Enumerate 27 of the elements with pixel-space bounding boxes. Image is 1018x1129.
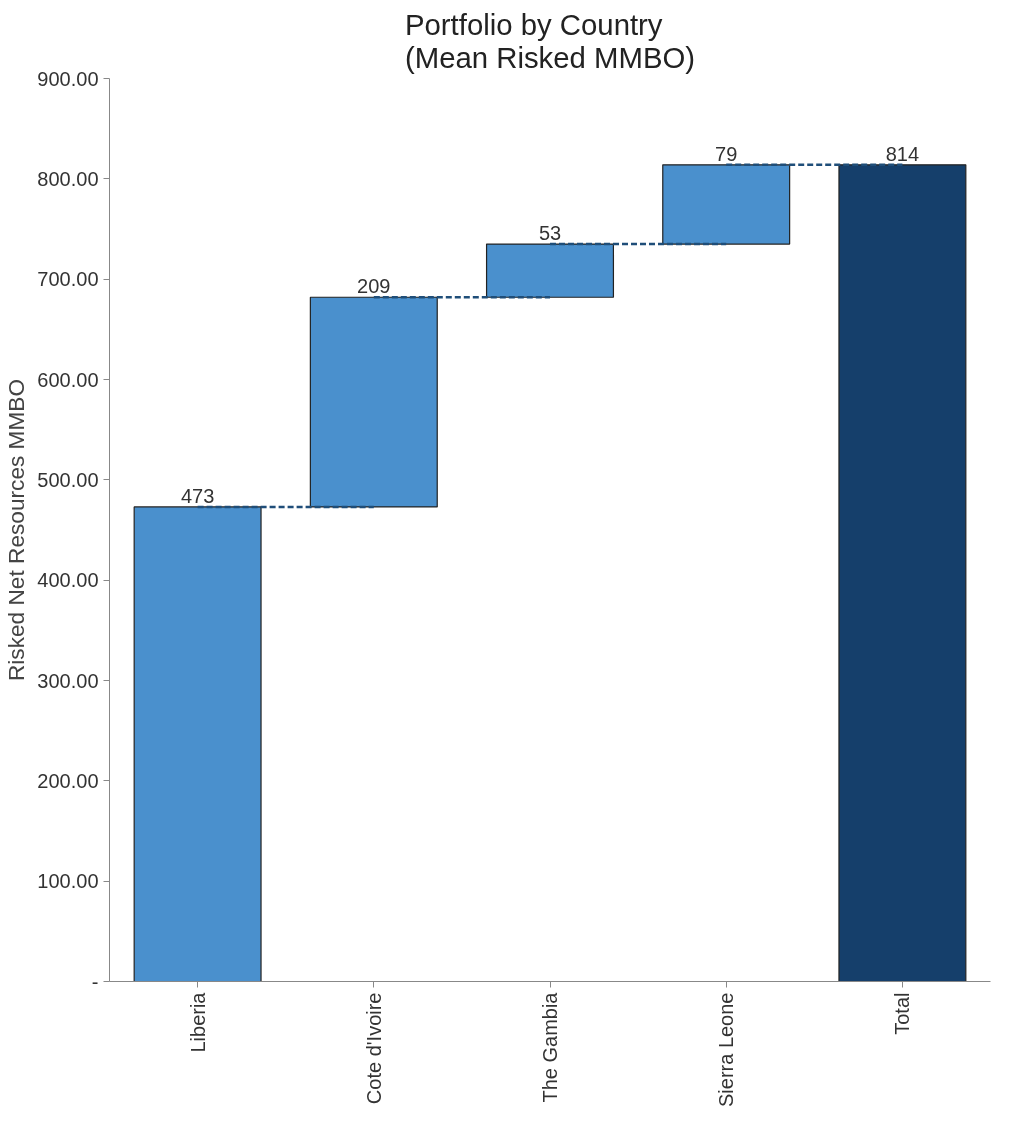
y-tick-label: 400.00 <box>37 569 99 592</box>
x-tick-label: Liberia <box>186 991 209 1053</box>
y-tick-label: 300.00 <box>37 669 99 692</box>
bar <box>133 506 262 982</box>
x-tick-label: Sierra Leone <box>715 992 738 1108</box>
chart-title: Portfolio by Country (Mean Risked MMBO) <box>404 7 696 74</box>
y-tick-label: 600.00 <box>37 368 99 391</box>
bar <box>838 164 967 982</box>
y-axis-title: Risked Net Resources MMBO <box>3 378 30 682</box>
x-tick-label: Total <box>891 992 914 1035</box>
data-label: 209 <box>357 275 391 298</box>
y-tick-label: 700.00 <box>37 268 99 291</box>
data-label: 814 <box>885 142 920 165</box>
data-label: 473 <box>180 484 215 507</box>
data-label: 53 <box>538 222 562 245</box>
data-label: 79 <box>715 142 738 165</box>
bar <box>662 164 791 245</box>
y-tick-label: 100.00 <box>37 870 99 893</box>
bar <box>309 296 438 508</box>
bar <box>485 243 615 298</box>
y-tick-label: 900.00 <box>37 67 99 90</box>
y-tick-label: - <box>91 970 99 993</box>
y-tick-label: 500.00 <box>37 468 99 491</box>
x-tick-label: The Gambia <box>539 991 561 1103</box>
y-tick-label: 200.00 <box>37 769 99 792</box>
y-tick-label: 800.00 <box>37 167 99 190</box>
x-tick-label: Cote d'Ivoire <box>362 992 385 1105</box>
